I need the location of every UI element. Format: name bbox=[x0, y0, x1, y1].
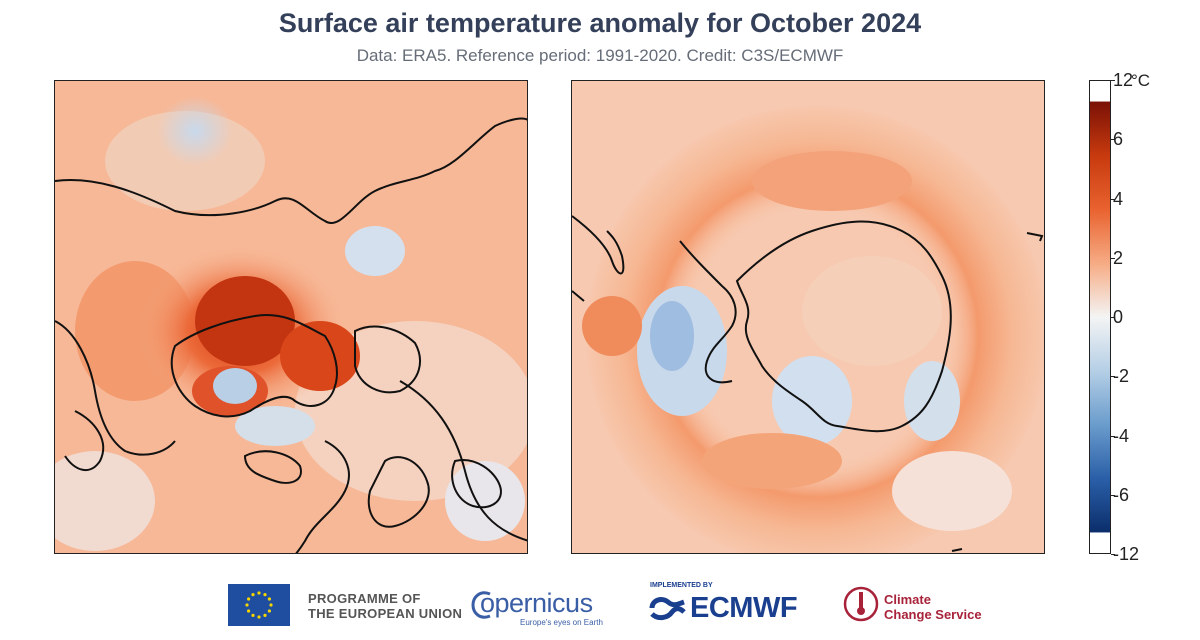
ecmwf-logo-text: ECMWF bbox=[690, 592, 798, 624]
footer-logos: PROGRAMME OF THE EUROPEAN UNION opernicu… bbox=[0, 578, 1200, 638]
c3s-logo-text: Climate Change Service bbox=[884, 592, 982, 622]
copernicus-tagline: Europe's eyes on Earth bbox=[520, 618, 603, 627]
colorbar-tick-label: -12 bbox=[1113, 544, 1140, 564]
colorbar-unit: °C bbox=[1131, 71, 1151, 90]
arctic-anomaly-map bbox=[54, 80, 528, 554]
colorbar-tick-label: -4 bbox=[1113, 425, 1130, 446]
colorbar-tick-label: 12 bbox=[1113, 70, 1134, 90]
colorbar bbox=[1089, 80, 1111, 554]
colorbar-tick-label: 2 bbox=[1113, 247, 1124, 268]
antarctic-anomaly-map bbox=[571, 80, 1045, 554]
colorbar-tick-label: -2 bbox=[1113, 366, 1130, 387]
colorbar-tick-mark bbox=[1111, 554, 1115, 555]
eu-programme-text: PROGRAMME OF THE EUROPEAN UNION bbox=[308, 591, 463, 621]
colorbar-tick-label: 0 bbox=[1113, 307, 1124, 327]
figure-title: Surface air temperature anomaly for Octo… bbox=[278, 8, 922, 38]
colorbar-tick-label: 4 bbox=[1113, 188, 1124, 209]
colorbar-tick-mark bbox=[1111, 257, 1115, 259]
colorbar-tick-mark bbox=[1111, 139, 1115, 141]
copernicus-c-icon bbox=[471, 591, 491, 619]
colorbar-tick-label: 6 bbox=[1113, 129, 1124, 150]
colorbar-tick-mark bbox=[1111, 317, 1115, 318]
copernicus-logo-text: opernicus bbox=[480, 588, 593, 618]
ecmwf-swirl-icon bbox=[649, 597, 686, 621]
colorbar-tick-mark bbox=[1111, 80, 1115, 81]
colorbar-tick-mark bbox=[1111, 198, 1115, 200]
implemented-by-label: IMPLEMENTED BY bbox=[650, 582, 713, 589]
colorbar-tick-label: -6 bbox=[1113, 484, 1130, 505]
colorbar-tick-mark bbox=[1111, 376, 1115, 378]
eu-flag-logo bbox=[228, 584, 290, 626]
c3s-thermometer-icon bbox=[843, 586, 879, 622]
colorbar-tick-mark bbox=[1111, 494, 1115, 496]
figure-subtitle: Data: ERA5. Reference period: 1991-2020.… bbox=[356, 46, 844, 65]
colorbar-tick-mark bbox=[1111, 435, 1115, 437]
